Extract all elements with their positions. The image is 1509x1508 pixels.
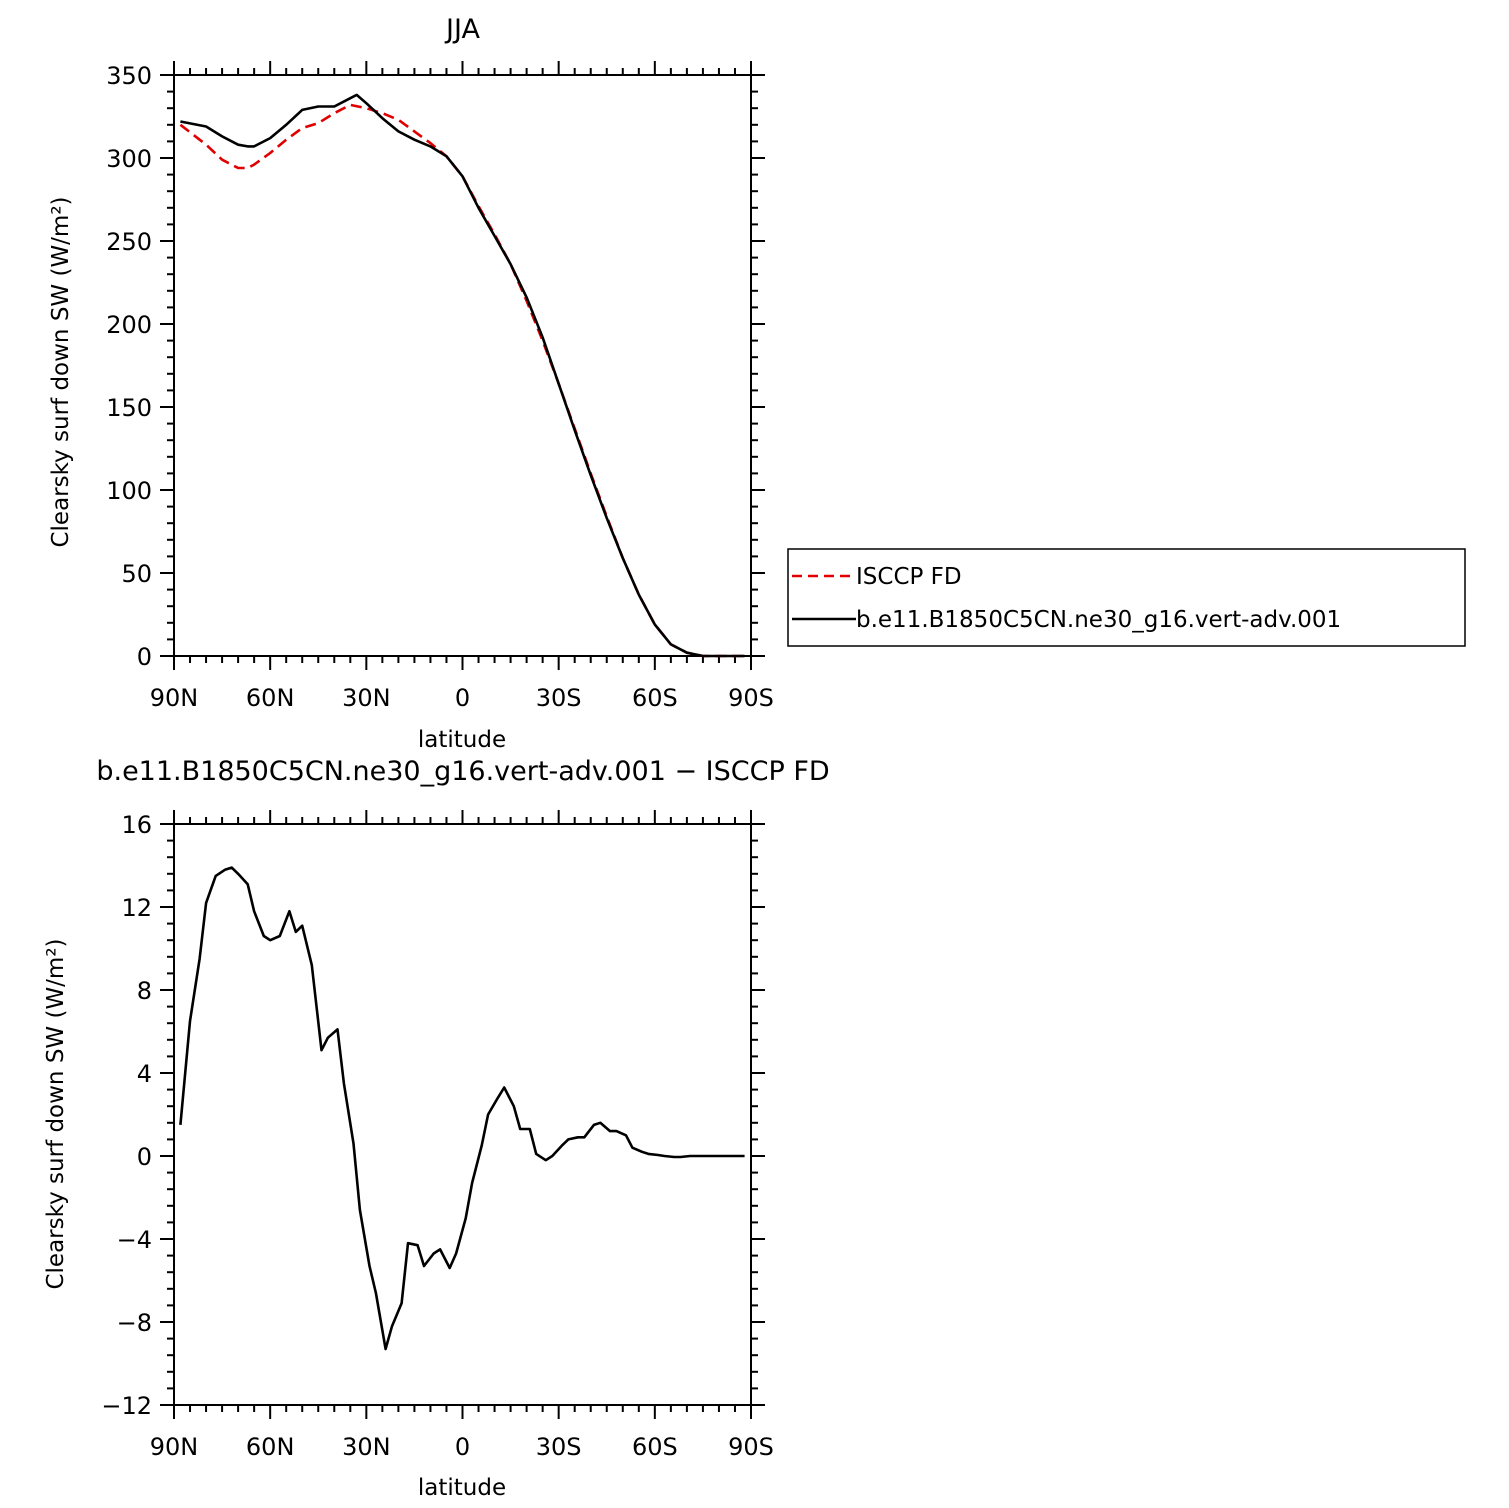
top-plot-frame: [173, 74, 752, 657]
top-xtick-label: 60S: [632, 684, 678, 712]
bottom-ytick-label: −12: [101, 1392, 152, 1420]
bottom-ytick-label: −4: [117, 1226, 152, 1254]
top-series-lines: [179, 93, 745, 658]
bottom-ytick-label: 8: [137, 977, 152, 1005]
top-ytick-label: 100: [106, 477, 152, 505]
bottom-xtick-label: 90S: [728, 1433, 774, 1461]
top-ytick-label: 0: [137, 643, 152, 671]
top-ticks: 90N 60N 30N 0 30S 60S 90S 0 50 100 150 200 250 300 350: [106, 61, 774, 712]
top-ytick-label: 200: [106, 311, 152, 339]
top-ylabel: Clearsky surf down SW (W/m²): [48, 196, 74, 547]
top-ytick-label: 250: [106, 228, 152, 256]
top-ytick-label: 300: [106, 145, 152, 173]
bottom-ylabel: Clearsky surf down SW (W/m²): [43, 938, 69, 1289]
top-xtick-label: 90S: [728, 684, 774, 712]
top-panel: JJA 90N 60N 30N 0 30S 60S 90S 0 50 100 150 200 250 30…: [48, 14, 774, 753]
bottom-xtick-label: 90N: [150, 1433, 199, 1461]
top-xtick-label: 90N: [150, 684, 199, 712]
top-xtick-label: 30S: [536, 684, 582, 712]
top-ytick-label: 50: [121, 560, 152, 588]
top-series-line-0: [179, 103, 745, 658]
bottom-series-line-0: [179, 866, 745, 1351]
top-chart-title: JJA: [444, 14, 480, 45]
legend-label-model: b.e11.B1850C5CN.ne30_g16.vert-adv.001: [856, 607, 1341, 633]
top-xlabel: latitude: [418, 727, 506, 753]
bottom-ytick-label: 4: [137, 1060, 152, 1088]
bottom-ytick-label: −8: [117, 1309, 152, 1337]
bottom-xtick-label: 60N: [246, 1433, 295, 1461]
bottom-ytick-label: 16: [121, 811, 152, 839]
bottom-xtick-label: 30N: [342, 1433, 391, 1461]
top-ytick-label: 350: [106, 62, 152, 90]
bottom-ytick-label: 12: [121, 894, 152, 922]
bottom-xtick-label: 60S: [632, 1433, 678, 1461]
top-xtick-label: 60N: [246, 684, 295, 712]
top-xtick-label: 30N: [342, 684, 391, 712]
legend: ISCCP FD b.e11.B1850C5CN.ne30_g16.vert-a…: [787, 548, 1466, 647]
bottom-xtick-label: 0: [455, 1433, 470, 1461]
top-ytick-label: 150: [106, 394, 152, 422]
bottom-panel: b.e11.B1850C5CN.ne30_g16.vert-adv.001 − …: [43, 756, 830, 1501]
top-xtick-label: 0: [455, 684, 470, 712]
legend-box: [787, 548, 1466, 647]
bottom-ticks: 90N 60N 30N 0 30S 60S 90S −12 −8 −4 0 4 8 12 16: [101, 810, 774, 1461]
legend-label-isccp: ISCCP FD: [856, 564, 962, 590]
bottom-chart-title: b.e11.B1850C5CN.ne30_g16.vert-adv.001 − …: [96, 756, 829, 787]
bottom-xlabel: latitude: [418, 1475, 506, 1501]
bottom-xtick-label: 30S: [536, 1433, 582, 1461]
top-series-line-1: [180, 93, 745, 658]
bottom-plot-frame: [173, 823, 752, 1406]
bottom-series-lines: [179, 866, 745, 1351]
bottom-ytick-label: 0: [137, 1143, 152, 1171]
